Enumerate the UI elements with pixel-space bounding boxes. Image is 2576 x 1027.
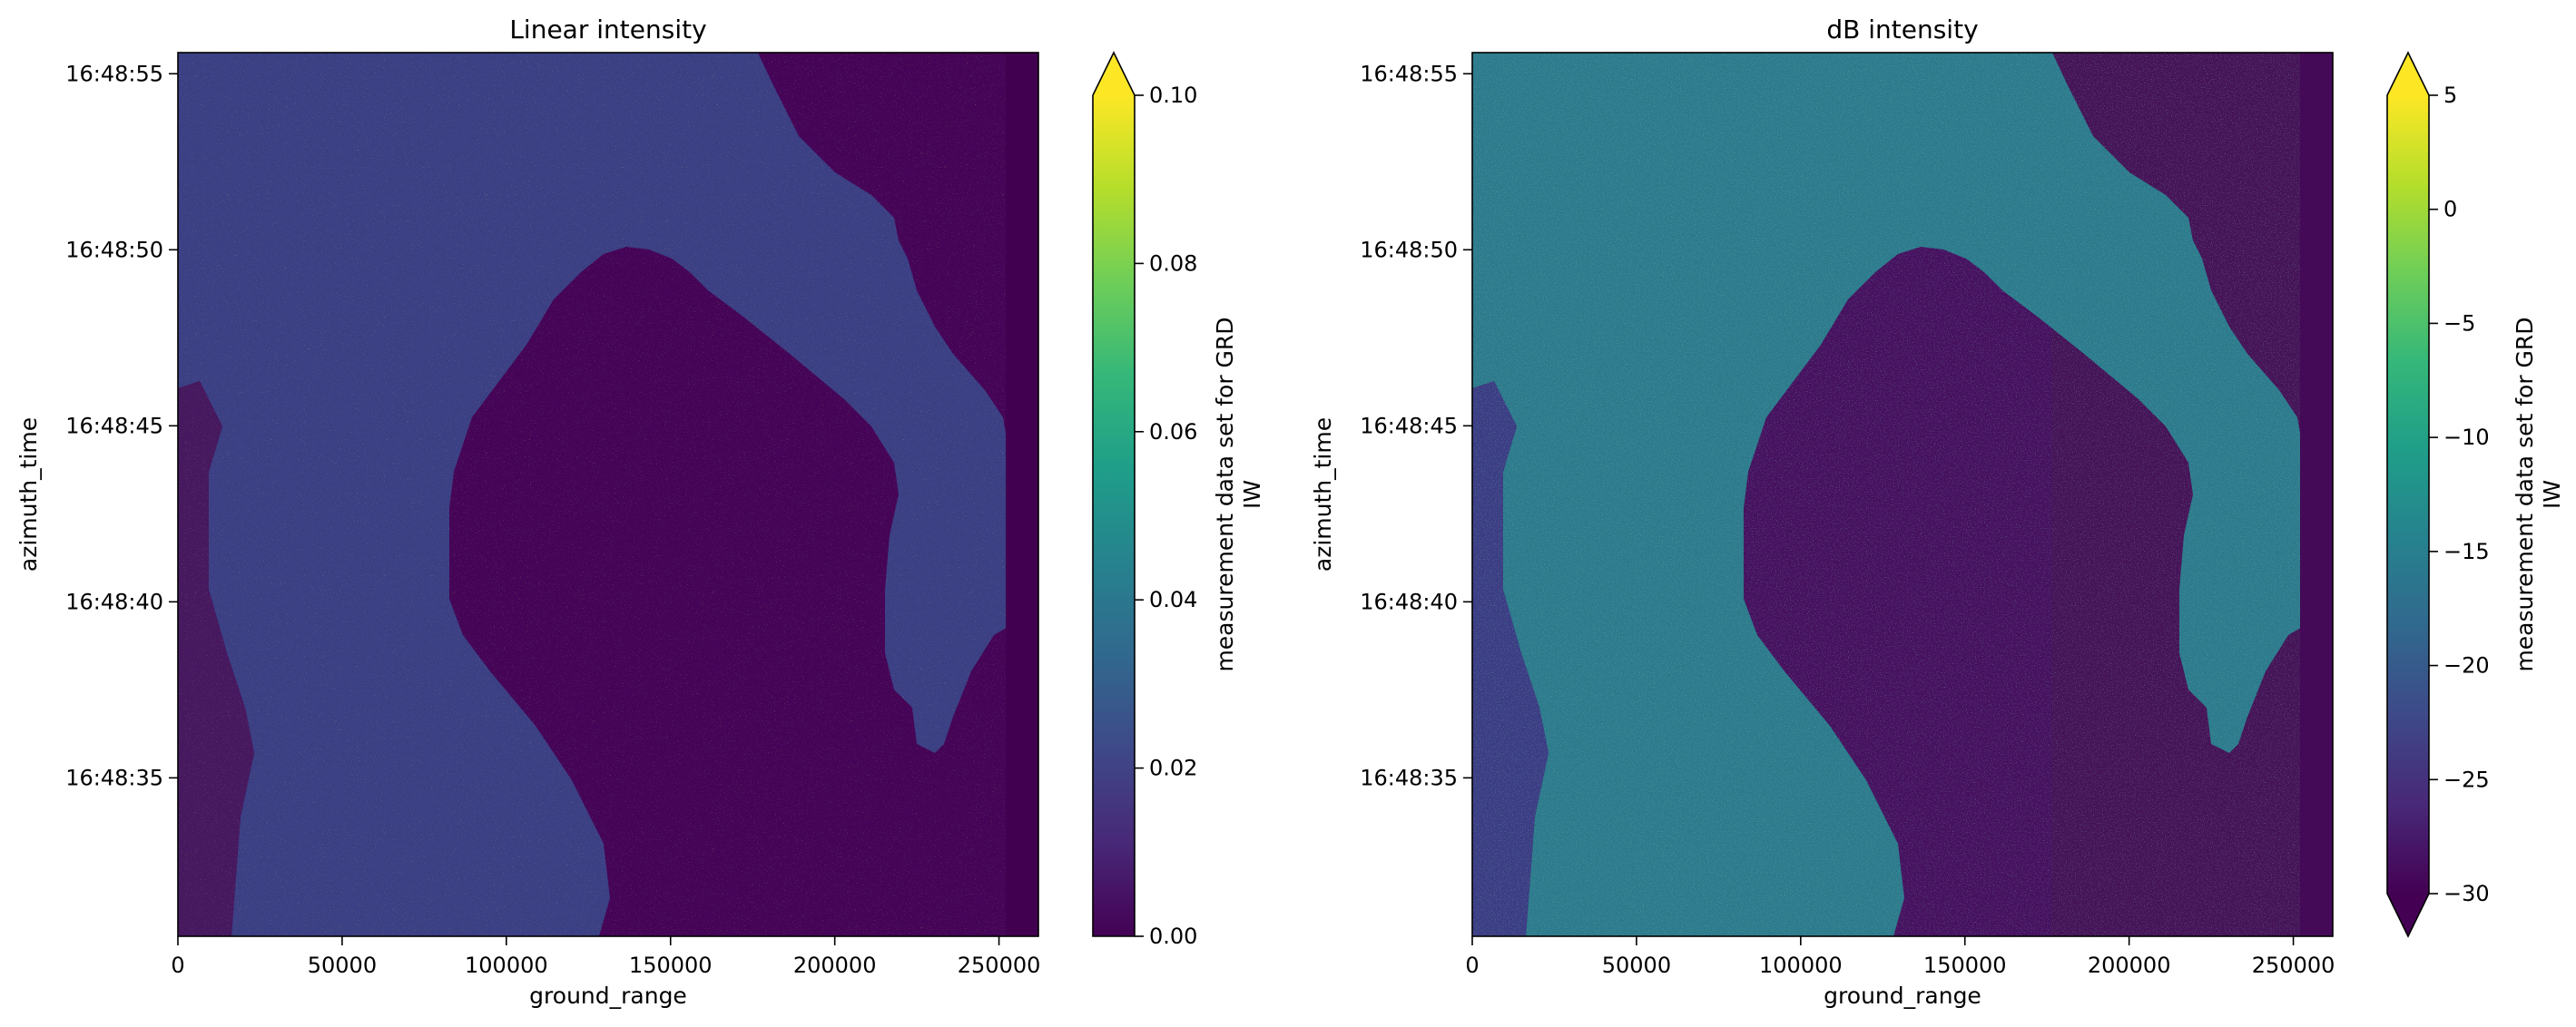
colorbar-tick-label: 0.02 [1149,756,1197,781]
y-tick-label: 16:48:55 [1360,61,1458,86]
colorbar-tick-label: 0.08 [1149,250,1197,276]
colorbar-tick-label: 5 [2443,83,2457,108]
colorbar-tick-label: −5 [2443,310,2475,336]
y-tick-label: 16:48:50 [1360,237,1458,262]
db-y-axis: 16:48:55 16:48:50 16:48:45 16:48:40 16:48:35 [1360,61,1472,790]
x-tick-label: 50000 [1602,953,1671,978]
x-tick-label: 50000 [308,953,377,978]
x-tick-label: 250000 [2252,953,2335,978]
colorbar-tick-label: −25 [2443,767,2490,792]
linear-intensity-panel: Linear intensity 0 50000 100000 150000 20000… [15,15,1265,1009]
y-tick-label: 16:48:40 [1360,589,1458,614]
db-colorbar: 5 0 −5 −10 −15 −20 −25 −30 measurement data set… [2386,51,2565,938]
db-intensity-axes-frame [1471,52,2334,937]
db-colorbar-ticks: 5 0 −5 −10 −15 −20 −25 −30 [2429,83,2490,906]
linear-colorbar-ticks: 0.00 0.02 0.04 0.06 0.08 0.10 [1135,83,1197,949]
linear-x-axis: 0 50000 100000 150000 200000 250000 [171,936,1040,978]
x-tick-label: 150000 [629,953,713,978]
colorbar-tick-label: 0.10 [1149,83,1197,108]
db-intensity-panel: dB intensity 0 50000 100000 150000 200000 250… [1310,15,2565,1009]
linear-y-axis-label: azimuth_time [15,417,42,572]
colorbar-tick-label: 0.06 [1149,419,1197,445]
colorbar-tick-label: 0 [2443,197,2457,222]
x-tick-label: 200000 [2088,953,2171,978]
linear-colorbar-label-line1: measurement data set for GRD [1212,317,1238,671]
db-colorbar-label-line1: measurement data set for GRD [2512,317,2538,671]
db-intensity-image [1472,53,2333,936]
colorbar-tick-label: −30 [2443,881,2490,906]
colorbar-tick-label: 0.04 [1149,587,1197,612]
y-tick-label: 16:48:50 [65,237,163,262]
y-tick-label: 16:48:40 [65,589,163,614]
db-intensity-title: dB intensity [1826,15,1978,44]
colorbar-tick-label: −15 [2443,539,2490,564]
db-colorbar-label-line2: IW [2539,480,2565,509]
linear-y-axis: 16:48:55 16:48:50 16:48:45 16:48:40 16:48:35 [65,61,178,790]
x-tick-label: 100000 [1759,953,1843,978]
linear-x-axis-label: ground_range [529,983,687,1009]
linear-intensity-image [178,53,1038,936]
linear-intensity-axes-frame [177,52,1039,937]
db-y-axis-label: azimuth_time [1310,417,1336,572]
x-tick-label: 250000 [958,953,1041,978]
x-tick-label: 0 [1465,953,1479,978]
y-tick-label: 16:48:35 [65,765,163,790]
linear-colorbar-label-line2: IW [1239,480,1265,509]
linear-intensity-title: Linear intensity [509,15,706,44]
x-tick-label: 100000 [465,953,548,978]
db-x-axis: 0 50000 100000 150000 200000 250000 [1465,936,2335,978]
db-x-axis-label: ground_range [1824,983,1981,1009]
y-tick-label: 16:48:35 [1360,765,1458,790]
colorbar-tick-label: 0.00 [1149,924,1197,949]
y-tick-label: 16:48:55 [65,61,163,86]
colorbar-tick-label: −20 [2443,653,2490,679]
x-tick-label: 150000 [1923,953,2007,978]
y-tick-label: 16:48:45 [65,413,163,438]
y-tick-label: 16:48:45 [1360,413,1458,438]
colorbar-tick-label: −10 [2443,425,2490,450]
x-tick-label: 200000 [793,953,877,978]
x-tick-label: 0 [171,953,184,978]
linear-colorbar: 0.00 0.02 0.04 0.06 0.08 0.10 measurement dat… [1092,51,1265,949]
